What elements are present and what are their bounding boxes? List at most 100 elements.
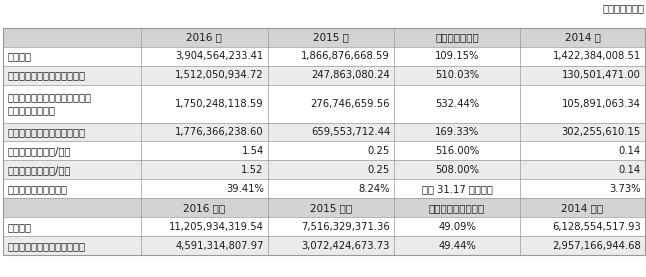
Bar <box>394 160 520 179</box>
Text: 营业收入: 营业收入 <box>7 51 31 61</box>
Text: 归属于上市公司股东的净利润: 归属于上市公司股东的净利润 <box>7 70 85 80</box>
Bar <box>3 142 141 160</box>
Text: 1,750,248,118.59: 1,750,248,118.59 <box>175 99 264 109</box>
Text: 3,072,424,673.73: 3,072,424,673.73 <box>302 241 390 251</box>
Bar <box>520 66 645 84</box>
Bar <box>520 47 645 66</box>
Bar <box>141 28 267 47</box>
Text: 105,891,063.34: 105,891,063.34 <box>562 99 641 109</box>
Text: 1,776,366,238.60: 1,776,366,238.60 <box>175 127 264 137</box>
Text: 单位：人民币元: 单位：人民币元 <box>603 3 645 13</box>
Bar <box>3 47 141 66</box>
Text: 2015 年: 2015 年 <box>313 32 349 42</box>
Text: 8.24%: 8.24% <box>359 184 390 194</box>
Bar <box>3 179 141 198</box>
Bar <box>141 179 267 198</box>
Text: 1.52: 1.52 <box>241 165 264 175</box>
Bar <box>394 217 520 236</box>
Text: 2014 年: 2014 年 <box>565 32 600 42</box>
Bar <box>141 84 267 122</box>
Bar <box>267 142 394 160</box>
Text: 1,422,384,008.51: 1,422,384,008.51 <box>552 51 641 61</box>
Bar <box>520 236 645 255</box>
Text: 510.03%: 510.03% <box>435 70 479 80</box>
Bar <box>394 66 520 84</box>
Bar <box>267 198 394 217</box>
Text: 0.14: 0.14 <box>619 165 641 175</box>
Text: 提高 31.17 个百分点: 提高 31.17 个百分点 <box>422 184 492 194</box>
Bar <box>394 122 520 142</box>
Bar <box>267 160 394 179</box>
Text: 4,591,314,807.97: 4,591,314,807.97 <box>175 241 264 251</box>
Text: 532.44%: 532.44% <box>435 99 479 109</box>
Text: 稀释每股收益（元/股）: 稀释每股收益（元/股） <box>7 165 70 175</box>
Text: 0.25: 0.25 <box>368 165 390 175</box>
Text: 49.44%: 49.44% <box>438 241 476 251</box>
Text: 11,205,934,319.54: 11,205,934,319.54 <box>169 222 264 232</box>
Bar <box>520 28 645 47</box>
Bar <box>3 217 141 236</box>
Bar <box>394 236 520 255</box>
Text: 247,863,080.24: 247,863,080.24 <box>311 70 390 80</box>
Text: 基本每股收益（元/股）: 基本每股收益（元/股） <box>7 146 70 156</box>
Text: 2014 年末: 2014 年末 <box>561 203 603 213</box>
Bar <box>520 142 645 160</box>
Text: 7,516,329,371.36: 7,516,329,371.36 <box>301 222 390 232</box>
Text: 2015 年末: 2015 年末 <box>309 203 352 213</box>
Bar <box>394 47 520 66</box>
Text: 1,512,050,934.72: 1,512,050,934.72 <box>175 70 264 80</box>
Text: 1.54: 1.54 <box>242 146 264 156</box>
Bar <box>520 84 645 122</box>
Bar <box>267 47 394 66</box>
Text: 3.73%: 3.73% <box>609 184 641 194</box>
Bar <box>394 179 520 198</box>
Bar <box>141 217 267 236</box>
Text: 516.00%: 516.00% <box>435 146 479 156</box>
Bar <box>267 122 394 142</box>
Text: 0.14: 0.14 <box>619 146 641 156</box>
Bar <box>141 122 267 142</box>
Bar <box>267 179 394 198</box>
Bar <box>3 84 141 122</box>
Bar <box>141 47 267 66</box>
Text: 659,553,712.44: 659,553,712.44 <box>311 127 390 137</box>
Bar <box>141 160 267 179</box>
Bar <box>520 122 645 142</box>
Bar <box>267 236 394 255</box>
Bar <box>394 28 520 47</box>
Text: 加权平均净资产收益率: 加权平均净资产收益率 <box>7 184 67 194</box>
Text: 49.09%: 49.09% <box>438 222 476 232</box>
Text: 2,957,166,944.68: 2,957,166,944.68 <box>552 241 641 251</box>
Bar <box>520 179 645 198</box>
Bar <box>3 198 141 217</box>
Bar <box>520 198 645 217</box>
Text: 169.33%: 169.33% <box>435 127 479 137</box>
Bar <box>394 142 520 160</box>
Bar <box>3 236 141 255</box>
Bar <box>3 122 141 142</box>
Text: 6,128,554,517.93: 6,128,554,517.93 <box>552 222 641 232</box>
Text: 3,904,564,233.41: 3,904,564,233.41 <box>176 51 264 61</box>
Text: 508.00%: 508.00% <box>435 165 479 175</box>
Bar <box>3 28 141 47</box>
Bar <box>141 236 267 255</box>
Bar <box>3 160 141 179</box>
Bar <box>394 84 520 122</box>
Text: 2016 年末: 2016 年末 <box>183 203 225 213</box>
Bar <box>141 66 267 84</box>
Bar <box>520 160 645 179</box>
Bar <box>267 217 394 236</box>
Bar <box>267 28 394 47</box>
Bar <box>141 142 267 160</box>
Text: 归属于上市公司股东的扣除非经
常性损益的净利润: 归属于上市公司股东的扣除非经 常性损益的净利润 <box>7 92 91 115</box>
Text: 1,866,876,668.59: 1,866,876,668.59 <box>301 51 390 61</box>
Bar <box>520 217 645 236</box>
Bar <box>267 66 394 84</box>
Bar <box>267 84 394 122</box>
Bar <box>141 198 267 217</box>
Text: 资产总额: 资产总额 <box>7 222 31 232</box>
Text: 本年比上年增减: 本年比上年增减 <box>435 32 479 42</box>
Bar <box>394 198 520 217</box>
Text: 归属于上市公司股东的净资产: 归属于上市公司股东的净资产 <box>7 241 85 251</box>
Bar <box>3 66 141 84</box>
